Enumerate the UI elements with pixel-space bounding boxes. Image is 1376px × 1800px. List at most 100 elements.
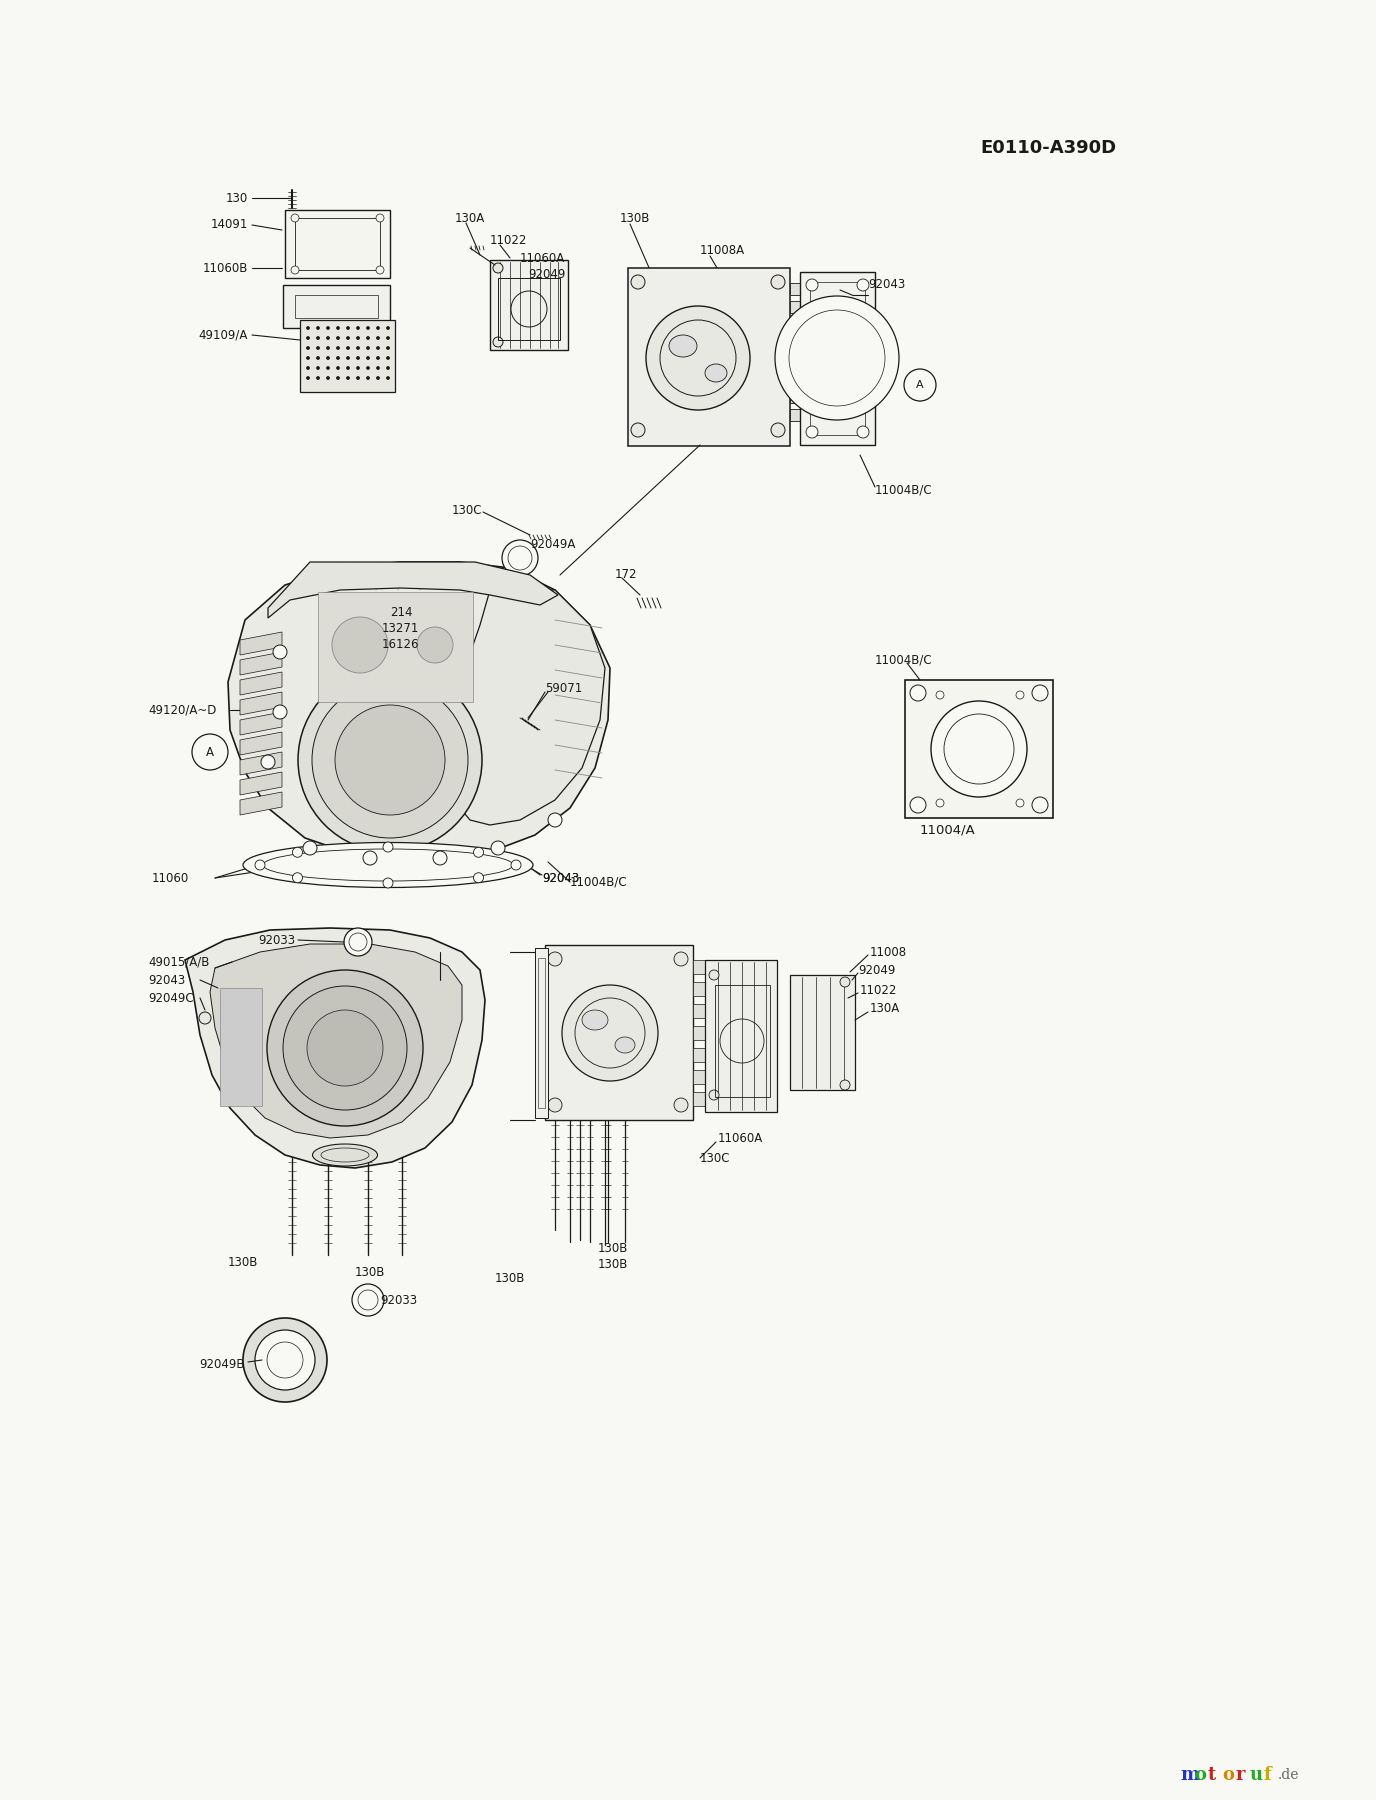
Text: 13271: 13271 — [383, 621, 420, 635]
Circle shape — [356, 346, 359, 349]
Text: 11004B/C: 11004B/C — [875, 484, 933, 497]
Circle shape — [674, 1098, 688, 1112]
Text: 92049: 92049 — [528, 268, 566, 281]
Bar — [790, 319, 812, 331]
Circle shape — [932, 700, 1026, 797]
Circle shape — [312, 682, 468, 839]
Bar — [790, 355, 812, 367]
Circle shape — [387, 337, 389, 340]
Circle shape — [332, 617, 388, 673]
Circle shape — [548, 1098, 561, 1112]
Bar — [790, 337, 812, 349]
Circle shape — [366, 326, 370, 329]
Text: 11022: 11022 — [490, 234, 527, 247]
Text: 130B: 130B — [228, 1256, 259, 1269]
Circle shape — [255, 1330, 315, 1390]
Circle shape — [326, 337, 329, 340]
Circle shape — [326, 326, 329, 329]
Bar — [694, 983, 713, 995]
Circle shape — [316, 376, 319, 380]
Text: 92033: 92033 — [257, 934, 294, 947]
Circle shape — [910, 797, 926, 814]
Circle shape — [709, 1091, 720, 1100]
Circle shape — [316, 326, 319, 329]
Circle shape — [473, 873, 483, 882]
Circle shape — [193, 734, 228, 770]
Circle shape — [347, 337, 350, 340]
Circle shape — [377, 337, 380, 340]
Bar — [694, 959, 713, 974]
Circle shape — [806, 427, 817, 437]
Circle shape — [839, 977, 850, 986]
Text: 130C: 130C — [700, 1152, 731, 1165]
Circle shape — [307, 346, 310, 349]
Circle shape — [337, 337, 340, 340]
Circle shape — [356, 356, 359, 360]
Circle shape — [387, 326, 389, 329]
Circle shape — [366, 356, 370, 360]
Text: 11060: 11060 — [151, 871, 190, 884]
Text: 49120/A~D: 49120/A~D — [149, 704, 216, 716]
Circle shape — [316, 346, 319, 349]
Circle shape — [261, 754, 275, 769]
Polygon shape — [239, 671, 282, 695]
Text: 11004B/C: 11004B/C — [570, 875, 627, 889]
Text: 130B: 130B — [621, 212, 651, 225]
Text: 11060B: 11060B — [202, 261, 248, 274]
Circle shape — [316, 337, 319, 340]
Bar — [716, 985, 771, 1096]
Circle shape — [387, 356, 389, 360]
Circle shape — [839, 1080, 850, 1091]
Circle shape — [356, 367, 359, 369]
Circle shape — [293, 848, 303, 857]
Text: 11004B/C: 11004B/C — [875, 653, 933, 666]
Text: A: A — [916, 380, 923, 391]
Circle shape — [363, 851, 377, 866]
Bar — [694, 1004, 713, 1019]
Text: 130B: 130B — [599, 1258, 629, 1271]
Bar — [694, 1026, 713, 1040]
Bar — [220, 988, 261, 1105]
Text: 11060A: 11060A — [718, 1132, 764, 1145]
Circle shape — [493, 337, 504, 347]
Bar — [790, 976, 854, 1091]
Circle shape — [366, 376, 370, 380]
Circle shape — [387, 367, 389, 369]
Polygon shape — [283, 284, 389, 328]
Text: 92043: 92043 — [868, 279, 905, 292]
Polygon shape — [239, 772, 282, 796]
Text: 130A: 130A — [455, 212, 486, 225]
Circle shape — [293, 873, 303, 882]
Text: 92043: 92043 — [542, 871, 579, 884]
Circle shape — [510, 860, 522, 869]
Text: 92049B: 92049B — [200, 1359, 245, 1372]
Polygon shape — [268, 562, 559, 617]
Circle shape — [272, 706, 288, 718]
Circle shape — [347, 326, 350, 329]
Circle shape — [771, 423, 784, 437]
Polygon shape — [184, 929, 484, 1168]
Circle shape — [674, 952, 688, 967]
Circle shape — [936, 691, 944, 698]
Circle shape — [376, 214, 384, 221]
Circle shape — [352, 1283, 384, 1316]
Circle shape — [502, 540, 538, 576]
Text: 214: 214 — [389, 605, 413, 619]
Bar — [490, 259, 568, 349]
Ellipse shape — [705, 364, 727, 382]
Text: 130B: 130B — [355, 1265, 385, 1278]
Ellipse shape — [615, 1037, 634, 1053]
Bar — [790, 283, 812, 295]
Bar — [905, 680, 1053, 817]
Polygon shape — [239, 632, 282, 655]
Circle shape — [775, 295, 899, 419]
Text: A: A — [206, 745, 215, 758]
Circle shape — [307, 337, 310, 340]
Circle shape — [316, 367, 319, 369]
Circle shape — [548, 814, 561, 826]
Circle shape — [387, 376, 389, 380]
Circle shape — [366, 337, 370, 340]
Bar — [790, 301, 812, 313]
Circle shape — [283, 986, 407, 1111]
Polygon shape — [285, 211, 389, 277]
